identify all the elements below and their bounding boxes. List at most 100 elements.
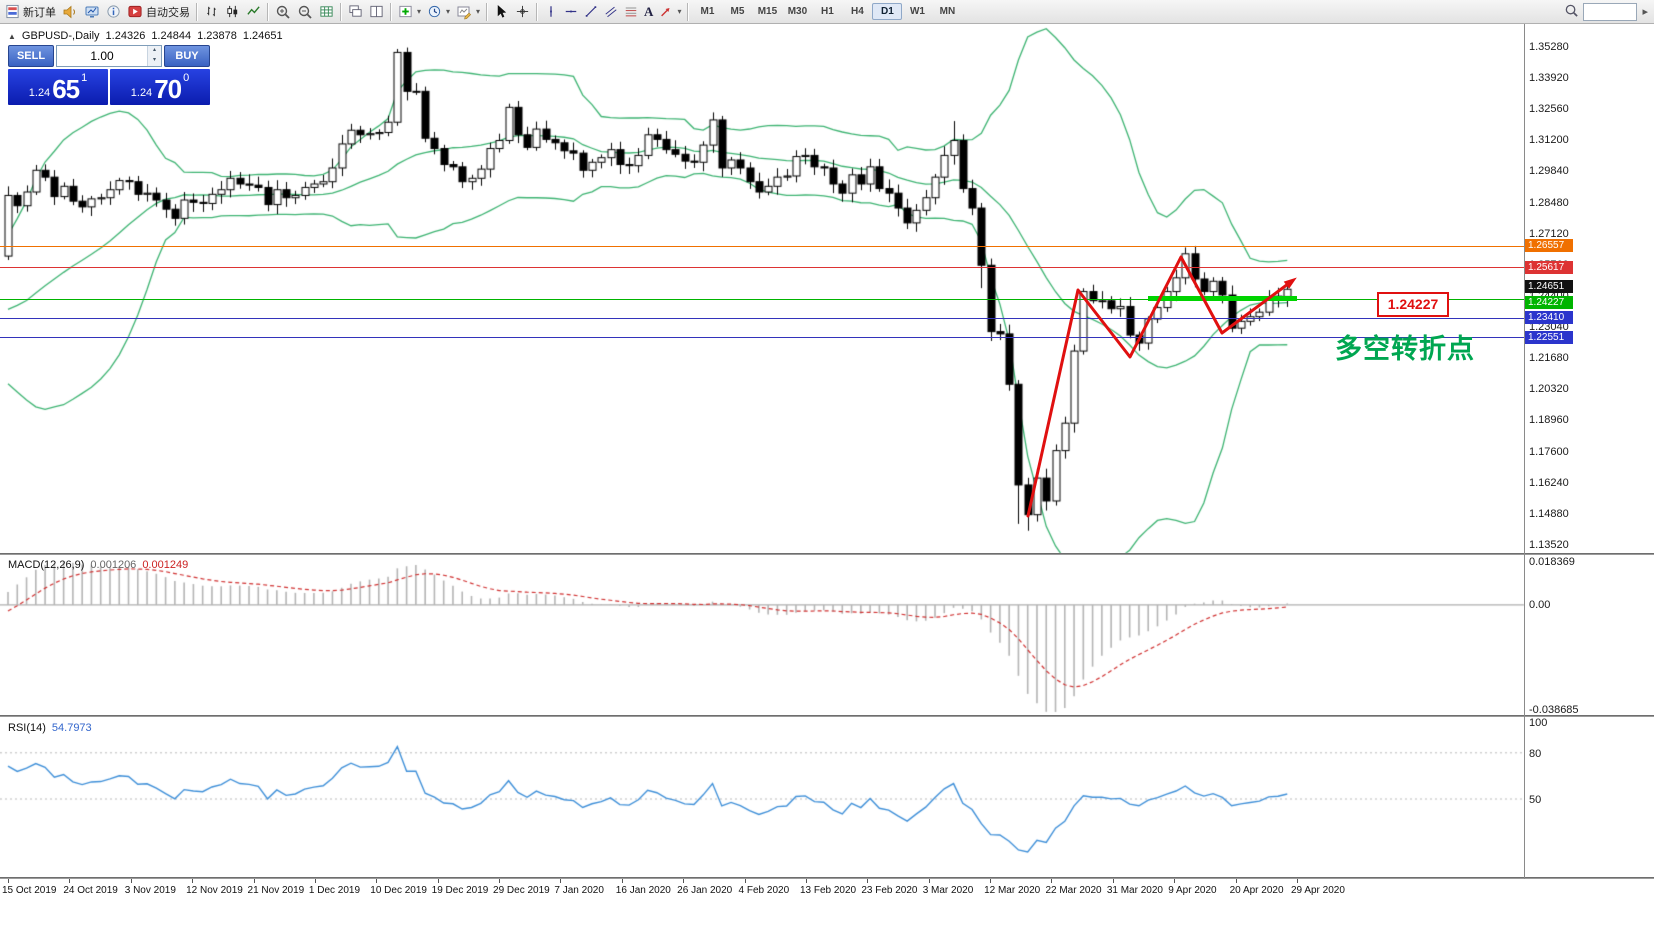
bar-chart-button[interactable]: [201, 1, 222, 23]
buy-price-panel[interactable]: 1.24 70 0: [110, 69, 210, 105]
price-tag: 1.23410: [1525, 311, 1573, 325]
rsi-label-line: RSI(14) 54.7973: [8, 722, 92, 734]
vertical-line-tool[interactable]: [541, 1, 561, 23]
price-axis-label: 1.27120: [1529, 227, 1569, 240]
buy-button[interactable]: BUY: [164, 45, 210, 67]
date-axis-label: 9 Apr 2020: [1168, 885, 1217, 896]
sell-price-big: 65: [52, 74, 80, 104]
channel-tool[interactable]: [601, 1, 621, 23]
sell-button[interactable]: SELL: [8, 45, 54, 67]
turning-point-note[interactable]: 多空转折点: [1335, 334, 1475, 364]
lot-decrease-button[interactable]: ▾: [148, 56, 161, 66]
date-axis-label: 16 Jan 2020: [615, 885, 671, 896]
level-price-callout[interactable]: 1.24227: [1377, 292, 1449, 317]
auto-trading-button[interactable]: 自动交易: [124, 1, 193, 23]
panel-separator[interactable]: [0, 553, 1654, 555]
grid-button[interactable]: [316, 1, 337, 23]
info-icon: [106, 4, 121, 19]
info-button[interactable]: [103, 1, 124, 23]
text-tool[interactable]: A: [641, 1, 656, 23]
horizontal-level-line[interactable]: [0, 318, 1524, 319]
date-tick: [69, 879, 71, 883]
date-axis-label: 24 Oct 2019: [63, 885, 118, 896]
horizontal-level-line[interactable]: [0, 246, 1524, 247]
periods-button[interactable]: ▾: [424, 1, 453, 23]
search-input[interactable]: [1583, 2, 1638, 21]
line-chart-button[interactable]: [243, 1, 264, 23]
tf-button-h4[interactable]: H4: [851, 6, 864, 17]
tf-button-h1[interactable]: H1: [821, 6, 834, 17]
date-tick: [805, 879, 807, 883]
toolbar-overflow-chevron[interactable]: ▸: [1642, 6, 1648, 18]
search-icon[interactable]: [1564, 3, 1579, 21]
date-tick: [560, 879, 562, 883]
tf-button-d1[interactable]: D1: [872, 3, 903, 20]
charts-profile-button[interactable]: [81, 1, 103, 23]
horizontal-level-line[interactable]: [0, 299, 1524, 300]
trendline-tool[interactable]: [581, 1, 601, 23]
horizontal-line-tool[interactable]: [561, 1, 581, 23]
lot-size-input[interactable]: [57, 46, 147, 66]
tf-button-m15[interactable]: M15: [757, 6, 778, 17]
cascade-windows-button[interactable]: [345, 1, 366, 23]
tf-button-mn[interactable]: MN: [939, 6, 956, 17]
date-tick: [376, 879, 378, 883]
symbol-name: GBPUSD-,Daily: [21, 30, 100, 42]
panel-separator[interactable]: [0, 715, 1654, 717]
date-axis-label: 19 Dec 2019: [431, 885, 489, 896]
trendline-icon: [584, 4, 598, 19]
crosshair-icon: [515, 4, 530, 19]
date-tick: [437, 879, 439, 883]
macd-value: 0.001206: [90, 559, 137, 571]
price-tag: 1.25617: [1525, 260, 1573, 274]
vertical-line-icon: [544, 4, 558, 19]
date-axis-label: 29 Apr 2020: [1290, 885, 1345, 896]
date-axis-label: 22 Mar 2020: [1045, 885, 1102, 896]
templates-button[interactable]: ▾: [453, 1, 483, 23]
macd-axis-top: 0.018369: [1529, 556, 1575, 568]
new-order-label: 新订单: [23, 6, 56, 19]
tile-windows-icon: [369, 4, 384, 19]
horizontal-level-line[interactable]: [0, 337, 1524, 338]
tf-button-w1[interactable]: W1: [909, 6, 925, 17]
date-axis: 15 Oct 2019 24 Oct 2019 3 Nov 2019 12 Nov 2…: [0, 879, 1524, 899]
tile-windows-button[interactable]: [366, 1, 387, 23]
tf-button-m1[interactable]: M1: [700, 6, 715, 17]
date-axis-label: 3 Mar 2020: [922, 885, 974, 896]
rsi-value: 54.7973: [51, 722, 92, 734]
zoom-out-button[interactable]: [294, 1, 316, 23]
indicators-button[interactable]: ▾: [395, 1, 424, 23]
zoom-in-button[interactable]: [272, 1, 294, 23]
news-button[interactable]: [59, 1, 81, 23]
crosshair-button[interactable]: [512, 1, 533, 23]
cursor-button[interactable]: [491, 1, 512, 23]
chevron-down-icon: ▾: [446, 7, 451, 16]
horizontal-level-line[interactable]: [0, 267, 1524, 268]
tf-button-m30[interactable]: M30: [787, 6, 808, 17]
date-tick: [1296, 879, 1298, 883]
date-axis-label: 7 Jan 2020: [554, 885, 604, 896]
arrows-tool[interactable]: ▾: [656, 1, 684, 23]
sell-price-panel[interactable]: 1.24 65 1: [8, 69, 108, 105]
date-tick: [253, 879, 255, 883]
price-axis-label: 1.18960: [1529, 414, 1569, 427]
auto-trading-icon: [127, 4, 143, 19]
candlestick-chart-button[interactable]: [222, 1, 243, 23]
fibonacci-tool[interactable]: [621, 1, 641, 23]
price-axis: 0.018369 0.00 -0.038685 100 80 50 1.3528…: [1525, 24, 1654, 879]
date-axis-label: 12 Nov 2019: [186, 885, 243, 896]
lot-increase-button[interactable]: ▴: [148, 46, 161, 56]
date-axis-label: 10 Dec 2019: [370, 885, 427, 896]
tf-button-m5[interactable]: M5: [730, 6, 745, 17]
bar-chart-icon: [204, 4, 219, 19]
date-tick: [990, 879, 992, 883]
sell-price-prefix: 1.24: [28, 87, 51, 99]
date-tick: [1112, 879, 1114, 883]
date-axis-label: 31 Mar 2020: [1106, 885, 1163, 896]
chevron-down-icon: ▾: [476, 7, 481, 16]
ohlc-close: 1.24651: [242, 30, 283, 42]
key-level-thick-line[interactable]: [1148, 296, 1297, 302]
new-order-button[interactable]: 新订单: [2, 1, 59, 23]
price-axis-label: 1.31200: [1529, 134, 1569, 147]
